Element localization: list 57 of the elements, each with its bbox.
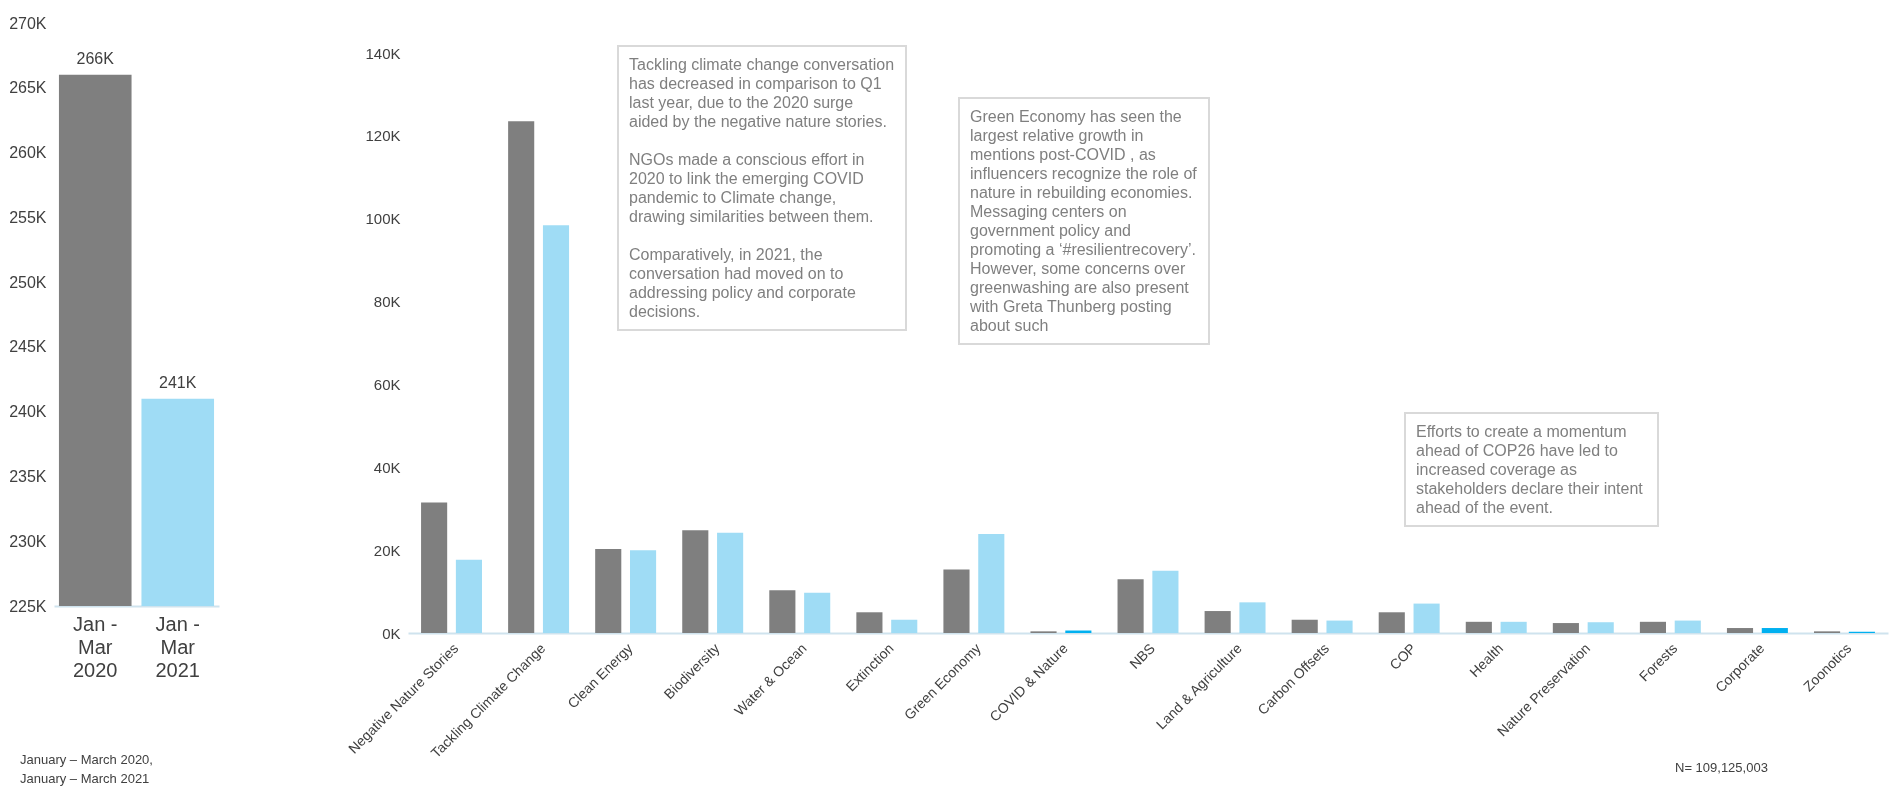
bar bbox=[421, 502, 448, 633]
bar bbox=[891, 619, 918, 633]
bar bbox=[1587, 622, 1614, 633]
data-label: 241K bbox=[159, 373, 197, 391]
bar bbox=[1761, 628, 1788, 633]
bar bbox=[1465, 621, 1492, 633]
y-tick-label: 100K bbox=[365, 210, 401, 228]
text: January – March 2020, January – March 2021 bbox=[20, 751, 154, 788]
bar bbox=[508, 121, 535, 633]
y-tick-label: 235K bbox=[9, 467, 47, 485]
bar bbox=[943, 569, 970, 633]
x-tick-label: Jan - Mar 2020 bbox=[73, 612, 118, 681]
y-tick-label: 250K bbox=[9, 273, 47, 291]
bar bbox=[1378, 612, 1405, 633]
bar bbox=[682, 530, 709, 633]
bar bbox=[1152, 570, 1179, 633]
bar bbox=[1326, 620, 1353, 633]
bar bbox=[1674, 620, 1701, 633]
bar bbox=[856, 612, 883, 633]
y-tick-label: 265K bbox=[9, 79, 47, 97]
y-tick-label: 0K bbox=[382, 624, 401, 642]
bar bbox=[455, 559, 482, 633]
bar bbox=[1639, 621, 1666, 633]
bar bbox=[1204, 611, 1231, 633]
y-tick-label: 80K bbox=[373, 293, 401, 311]
y-tick-label: 40K bbox=[373, 458, 401, 476]
y-tick-label: 225K bbox=[9, 597, 47, 615]
y-tick-label: 20K bbox=[373, 541, 401, 559]
bar bbox=[1552, 623, 1579, 633]
bar bbox=[1413, 603, 1440, 633]
bar bbox=[1500, 621, 1527, 633]
y-tick-label: 230K bbox=[9, 532, 47, 550]
y-tick-label: 260K bbox=[9, 144, 47, 162]
bar bbox=[542, 225, 570, 633]
y-tick-label: 140K bbox=[365, 44, 401, 62]
text: Tackling climate change conversation has decreased in comparison to Q1 last year, due to the 2020 surge aided by the negative nature stories. NGOs made a conscious effort in 2020 to link the emerging COVID pandemic to Climate change, drawing similarities between them. Comparatively, in 2021, the conversation had moved on to addressing policy and corporate decisions. bbox=[629, 56, 895, 320]
x-tick-label: Jan - Mar 2021 bbox=[155, 612, 200, 681]
bar bbox=[630, 550, 657, 633]
text: N= 109,125,003 bbox=[1675, 759, 1768, 777]
bar bbox=[978, 533, 1005, 633]
y-tick-label: 245K bbox=[9, 338, 47, 356]
bar bbox=[1239, 602, 1266, 633]
text: Green Economy has seen the largest relative growth in mentions post-COVID , as influencers recognize the role of nature in rebuilding economies. Messaging centers on government policy and promoting a ‘#resilientrecovery’. However, some concerns over greenwashing are also present with Greta Thunberg posting about such bbox=[970, 108, 1197, 334]
bar bbox=[769, 590, 796, 633]
bar bbox=[1291, 619, 1318, 633]
y-tick-label: 240K bbox=[9, 403, 47, 421]
y-tick-label: 120K bbox=[365, 127, 401, 145]
y-tick-label: 270K bbox=[9, 14, 47, 32]
bar bbox=[595, 548, 622, 633]
data-label: 266K bbox=[76, 49, 115, 67]
bar bbox=[804, 592, 831, 633]
annotation: Efforts to create a momentum ahead of COP26 have led to increased coverage as stakeholders declare their intent ahead of the event. bbox=[1404, 412, 1659, 527]
bar bbox=[1726, 628, 1754, 633]
bar bbox=[1117, 579, 1144, 633]
y-tick-label: 255K bbox=[9, 208, 47, 226]
y-tick-label: 60K bbox=[373, 375, 401, 393]
bar bbox=[717, 532, 744, 633]
